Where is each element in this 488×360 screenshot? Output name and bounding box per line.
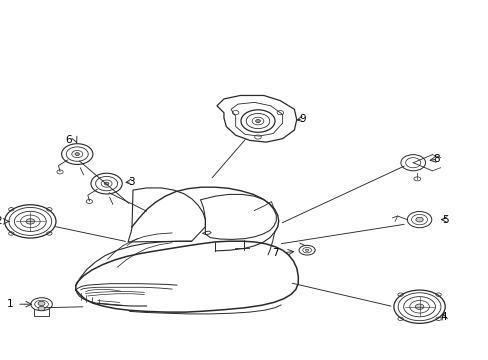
Ellipse shape: [305, 249, 308, 251]
Text: 3: 3: [128, 177, 135, 187]
Ellipse shape: [75, 153, 79, 156]
Ellipse shape: [255, 120, 260, 123]
Text: 9: 9: [299, 114, 305, 124]
Text: 1: 1: [6, 299, 13, 309]
Text: 8: 8: [433, 154, 440, 164]
Ellipse shape: [38, 306, 45, 311]
Ellipse shape: [38, 301, 45, 306]
Ellipse shape: [104, 182, 108, 185]
Text: 6: 6: [65, 135, 72, 145]
Text: 2: 2: [0, 216, 2, 226]
Ellipse shape: [26, 219, 35, 224]
Ellipse shape: [414, 304, 423, 310]
Text: 4: 4: [439, 312, 446, 322]
Ellipse shape: [415, 217, 423, 222]
Text: 5: 5: [441, 215, 448, 225]
Text: 7: 7: [271, 248, 278, 258]
